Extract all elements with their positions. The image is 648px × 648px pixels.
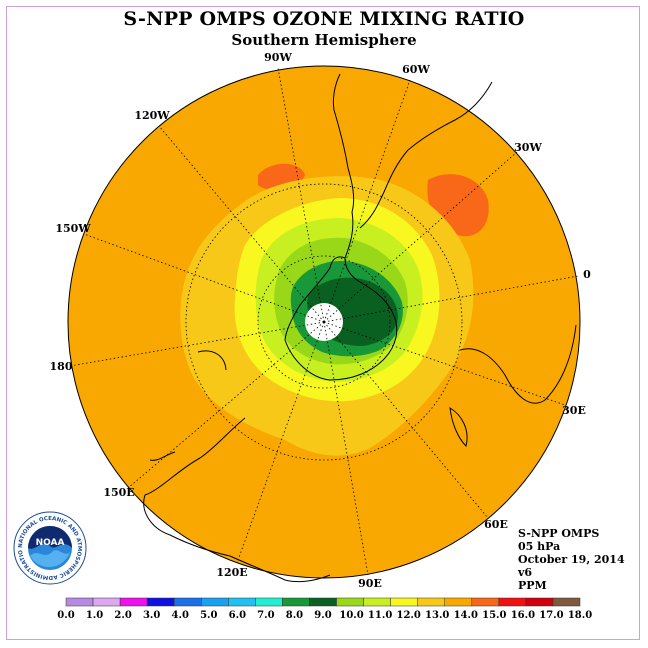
lon-label: 150W [55,222,91,235]
south-america-east [359,81,493,229]
madagascar [449,407,468,447]
colorbar-tick-label: 11.0 [368,610,392,621]
colorbar-swatch [498,597,527,607]
colorbar-swatch [525,597,554,607]
colorbar-swatch [119,597,148,607]
colorbar-tick-label: 18.0 [568,610,592,621]
map-boundary [67,65,581,579]
coastlines [143,73,577,583]
colorbar-swatch [552,597,581,607]
colorbar-tick-label: 5.0 [200,610,217,621]
africa-south [459,324,577,404]
info-block: S-NPP OMPS 05 hPa October 19, 2014 v6 PP… [518,527,625,592]
graticule [69,67,579,576]
map-title: S-NPP OMPS OZONE MIXING RATIO [123,8,525,30]
info-level: 05 hPa [518,540,561,553]
lon-label: 60W [402,63,430,76]
colorbar-tick-label: 15.0 [482,610,506,621]
south-america-west [332,73,355,259]
colorbar-tick-label: 14.0 [454,610,478,621]
colorbar: 0.0 1.0 2.0 3.0 4.0 5.0 6.0 7.0 8.0 9.0 10.0 11.0 12… [57,597,592,621]
colorbar-tick-label: 2.0 [114,610,131,621]
info-units: PPM [518,579,547,592]
antarctica-coast [284,256,398,381]
colorbar-swatch [173,597,202,607]
colorbar-tick-label: 10.0 [339,610,363,621]
colorbar-swatch [146,597,175,607]
australia-coast [143,417,331,583]
colorbar-tick-label: 3.0 [143,610,160,621]
colorbar-tick-label: 8.0 [286,610,303,621]
lon-label: 30W [514,141,542,154]
colorbar-tick-label: 16.0 [511,610,535,621]
colorbar-tick-label: 4.0 [172,610,189,621]
colorbar-swatch [336,597,364,607]
lon-label: 0 [583,268,591,281]
colorbar-swatch [65,597,94,607]
colorbar-swatch [201,597,229,607]
colorbar-tick-label: 7.0 [257,610,274,621]
colorbar-swatch [92,597,121,607]
lon-label: 180 [50,360,73,373]
lon-label: 150E [103,486,134,499]
lon-label: 120W [134,109,170,122]
colorbar-swatch [255,597,283,607]
lon-label: 30E [562,404,586,417]
info-version: v6 [518,566,533,579]
colorbar-swatch [390,597,418,607]
map-subtitle: Southern Hemisphere [231,31,417,49]
colorbar-swatch [363,597,391,607]
colorbar-swatch [471,597,500,607]
lon-label: 90E [358,577,382,590]
logo-text: NOAA [36,538,65,548]
colorbar-swatch [309,597,337,607]
colorbar-tick-label: 13.0 [425,610,449,621]
lon-label: 90W [264,51,292,64]
colorbar-tick-label: 1.0 [86,610,103,621]
lon-label: 60E [484,518,508,531]
colorbar-swatch [444,597,473,607]
new-zealand-area [197,350,227,371]
figure-frame [6,6,640,640]
info-date: October 19, 2014 [518,553,625,566]
info-instrument: S-NPP OMPS [518,527,600,540]
colorbar-tick-label: 6.0 [229,610,246,621]
colorbar-swatch [417,597,445,607]
colorbar-tick-label: 12.0 [396,610,420,621]
colorbar-swatch [228,597,256,607]
tasmania [149,451,176,461]
lon-label: 120E [216,566,247,579]
colorbar-tick-label: 17.0 [539,610,563,621]
colorbar-swatch [282,597,310,607]
colorbar-tick-label: 9.0 [314,610,331,621]
colorbar-tick-label: 0.0 [57,610,74,621]
ozone-field [68,66,580,578]
